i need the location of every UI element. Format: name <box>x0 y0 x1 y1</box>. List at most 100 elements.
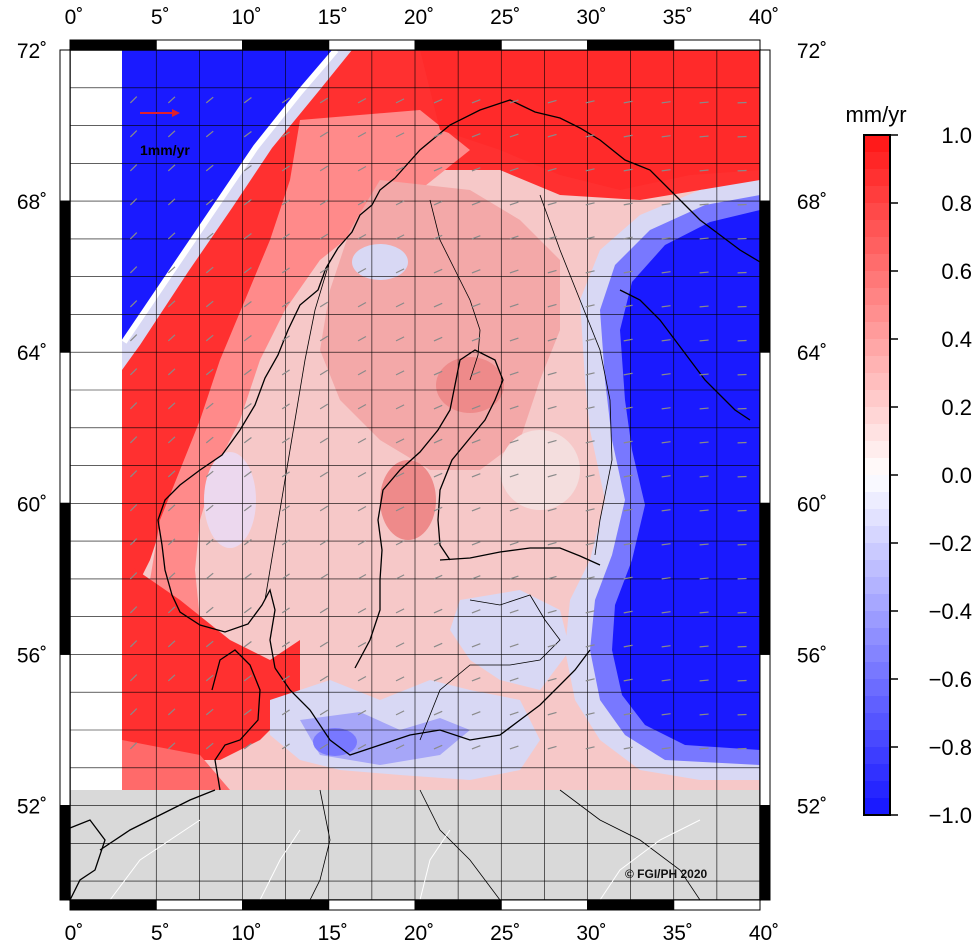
velocity-vector <box>395 438 405 444</box>
axis-tick-labels: 0˚ 0˚ 5˚ 5˚ 10˚ 10˚ 15˚ 15˚ 20˚ 20˚ 25˚ 25˚ 30˚ 30˚ 35… <box>17 6 827 945</box>
velocity-vector <box>357 574 367 580</box>
velocity-vector <box>433 200 443 206</box>
velocity-vector <box>281 301 290 308</box>
velocity-vector <box>585 134 595 138</box>
vector-legend: 1mm/yr <box>140 109 190 158</box>
velocity-vector <box>661 407 671 410</box>
zero-contour-nw <box>121 50 339 344</box>
velocity-vector <box>395 574 405 580</box>
left-frame-segment <box>59 805 71 901</box>
bottom-frame-segment <box>414 899 502 911</box>
velocity-vector <box>471 303 481 308</box>
left-lat-tick-label: 56˚ <box>17 644 47 667</box>
velocity-vector <box>585 678 595 682</box>
right-frame-segment <box>759 351 771 504</box>
velocity-vector <box>623 372 633 376</box>
left-frame-segment <box>59 49 71 202</box>
velocity-vector <box>471 439 481 444</box>
colorbar-tick-label: −0.4 <box>929 599 972 624</box>
top-frame-segment <box>414 39 502 51</box>
velocity-vector <box>433 744 443 750</box>
velocity-vector <box>623 474 633 478</box>
velocity-vector <box>661 305 671 308</box>
velocity-vector <box>623 576 633 580</box>
colorbar-band <box>864 713 890 731</box>
velocity-vector <box>395 370 405 376</box>
right-lat-tick-label: 64˚ <box>797 342 827 365</box>
colorbar-band <box>864 407 890 425</box>
velocity-vector <box>433 302 443 308</box>
velocity-vector <box>699 237 709 240</box>
colorbar-bands <box>864 135 890 816</box>
velocity-vector <box>661 135 671 138</box>
velocity-vector <box>243 335 252 342</box>
velocity-vector <box>661 577 671 580</box>
velocity-vector <box>319 301 329 308</box>
velocity-vector <box>395 200 405 206</box>
velocity-vector <box>243 437 252 444</box>
velocity-vector <box>243 199 252 206</box>
velocity-vector <box>661 373 671 376</box>
bottom-frame-segment <box>69 899 157 911</box>
top-frame-segment <box>328 39 416 51</box>
velocity-vector <box>623 678 633 682</box>
map-credit: © FGI/PH 2020 <box>625 867 708 881</box>
colorbar-tick-label: 0.0 <box>941 463 972 488</box>
velocity-vector <box>395 676 405 682</box>
velocity-vector <box>471 269 481 274</box>
bottom-lon-tick-label: 35˚ <box>663 922 693 945</box>
velocity-vector <box>129 164 138 172</box>
bothnian-high-1 <box>436 357 504 413</box>
coastal-red-gradient <box>150 110 470 620</box>
velocity-vector <box>319 267 329 274</box>
left-frame-segment <box>59 351 71 504</box>
velocity-vector <box>357 268 367 274</box>
vector-legend-label: 1mm/yr <box>140 142 190 158</box>
left-frame-segment <box>59 502 71 655</box>
velocity-vector <box>129 708 138 716</box>
colorbar-tick-label: 0.6 <box>941 259 972 284</box>
velocity-vector <box>661 237 671 240</box>
velocity-vector <box>547 677 557 682</box>
velocity-vector <box>433 540 443 546</box>
colorbar-band <box>864 492 890 510</box>
velocity-vector <box>357 200 367 206</box>
velocity-vector <box>167 470 176 478</box>
velocity-vector <box>167 232 176 240</box>
velocity-vector <box>433 98 443 104</box>
velocity-vector <box>167 198 176 206</box>
velocity-vector <box>509 677 519 682</box>
velocity-vector <box>167 368 176 376</box>
country-borders <box>264 194 701 900</box>
right-lat-tick-label: 52˚ <box>797 796 827 819</box>
velocity-vector <box>319 369 329 376</box>
velocity-vector <box>281 437 290 444</box>
velocity-vector <box>167 164 176 172</box>
velocity-vector <box>585 202 595 206</box>
continent-coastline <box>99 789 216 851</box>
velocity-vector <box>623 134 633 138</box>
velocity-vector <box>585 644 595 648</box>
russia-negative-region <box>612 210 760 750</box>
velocity-vector <box>623 746 633 750</box>
velocity-vector <box>433 404 443 410</box>
velocity-vector <box>547 405 557 410</box>
baltic-south-coastline <box>274 649 591 756</box>
top-lon-tick-label: 5˚ <box>151 6 170 29</box>
river-2 <box>259 829 301 900</box>
graticule <box>70 50 760 900</box>
velocity-vector <box>471 711 481 716</box>
velocity-vector <box>433 608 443 614</box>
velocity-vector <box>357 472 367 478</box>
velocity-vector <box>205 640 214 648</box>
colorbar-ticks: 1.0 0.8 0.6 0.4 0.2 0.0 −0.2 −0.4 −0.6 −0.8 −1.0 <box>890 123 972 828</box>
left-lat-tick-label: 52˚ <box>17 796 47 819</box>
velocity-vector <box>509 167 519 172</box>
velocity-vector <box>395 404 405 410</box>
velocity-vector <box>129 96 138 104</box>
velocity-vector <box>357 710 367 716</box>
colorbar-band <box>864 662 890 680</box>
top-lon-tick-label: 30˚ <box>576 6 606 29</box>
velocity-vector <box>509 405 519 410</box>
colorbar-tick-label: −0.8 <box>929 735 972 760</box>
